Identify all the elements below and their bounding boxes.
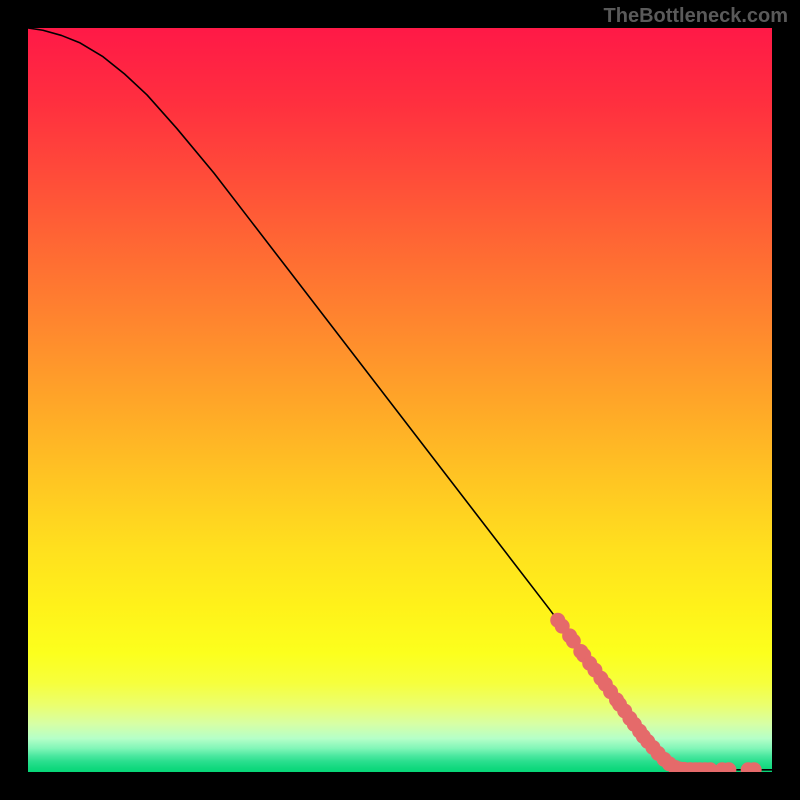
chart-container: TheBottleneck.com xyxy=(0,0,800,800)
plot-area xyxy=(28,28,772,772)
curve-line xyxy=(28,28,772,770)
data-markers xyxy=(550,613,761,772)
watermark-text: TheBottleneck.com xyxy=(604,5,788,28)
chart-svg xyxy=(28,28,772,772)
